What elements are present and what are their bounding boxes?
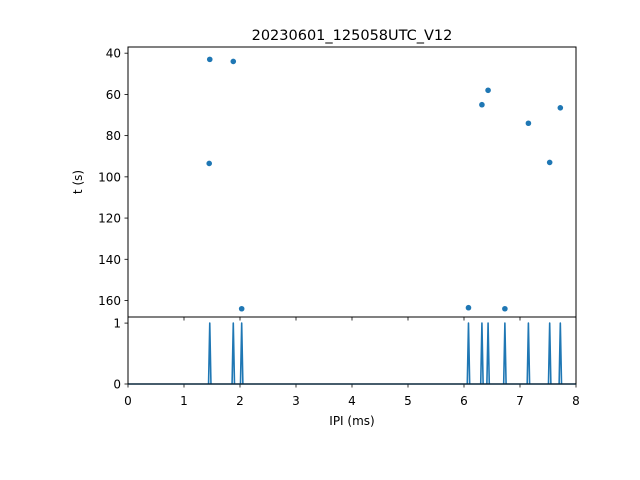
spike-line — [547, 322, 552, 385]
spike-line — [486, 322, 491, 385]
x-tick-label: 6 — [460, 394, 468, 408]
scatter-point — [557, 105, 564, 111]
scatter-point — [485, 87, 491, 94]
x-tick-label: 4 — [348, 394, 356, 408]
spike-line — [479, 322, 484, 385]
spike-panel: 0 1 0 1 2 3 4 5 6 7 8 — [113, 317, 579, 408]
scatter-point — [502, 305, 508, 312]
y-tick-label: 120 — [98, 212, 121, 226]
spike-line — [526, 322, 531, 385]
x-tick-label: 3 — [292, 394, 300, 408]
y-tick-label: 140 — [98, 253, 121, 267]
spike-line — [207, 322, 212, 385]
x-tick-label: 8 — [572, 394, 580, 408]
y-axis-label: t (s) — [71, 170, 85, 194]
spike-line — [558, 322, 563, 385]
spike-panel-frame — [127, 316, 577, 385]
scatter-point — [206, 160, 212, 167]
scatter-panel: 40 60 80 100 120 140 160 — [98, 47, 577, 321]
x-tick-label: 0 — [124, 394, 132, 408]
y-tick-label: 100 — [98, 170, 121, 184]
spike-line — [239, 322, 244, 385]
scatter-point — [525, 120, 532, 127]
x-tick-label: 2 — [236, 394, 244, 408]
scatter-point — [230, 58, 237, 65]
scatter-point — [479, 101, 485, 108]
scatter-point — [206, 56, 213, 63]
scatter-point — [238, 305, 245, 312]
y-tick-label: 0 — [113, 378, 121, 392]
y-tick-label: 40 — [106, 47, 121, 61]
spike-line — [466, 322, 471, 385]
x-tick-label: 5 — [404, 394, 412, 408]
x-tick-label: 7 — [516, 394, 524, 408]
y-tick-label: 60 — [106, 88, 121, 102]
y-tick-label: 160 — [98, 294, 121, 308]
x-axis-label: IPI (ms) — [329, 414, 374, 428]
y-tick-label: 80 — [106, 129, 121, 143]
chart-title: 20230601_125058UTC_V12 — [252, 28, 453, 44]
spike-line — [231, 322, 236, 385]
y-tick-label: 1 — [113, 317, 121, 331]
scatter-point — [465, 304, 472, 311]
x-tick-label: 1 — [180, 394, 188, 408]
spike-line — [502, 322, 507, 385]
scatter-point — [546, 159, 553, 166]
